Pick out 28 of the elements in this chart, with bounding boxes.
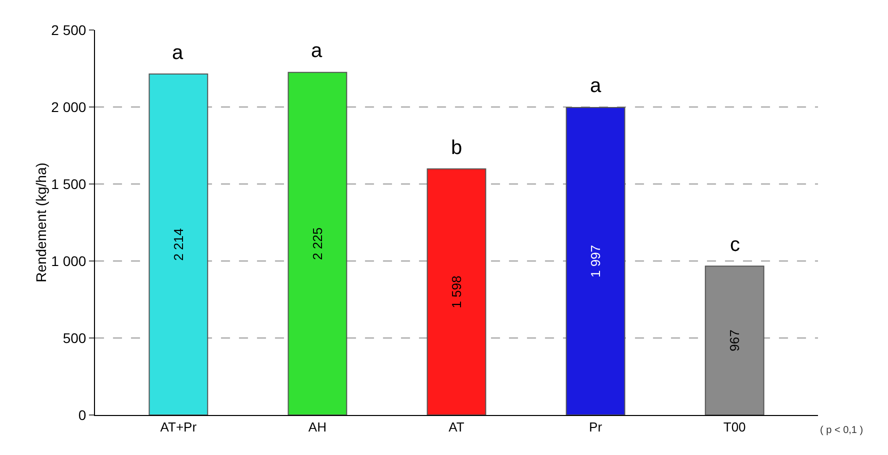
data-label: 2 214 — [170, 228, 186, 261]
bar — [148, 74, 208, 415]
y-tick-label: 1 000 — [51, 252, 86, 269]
y-tick-label: 2 000 — [51, 98, 86, 115]
data-label: 1 598 — [449, 276, 464, 308]
x-tick-label: AT+Pr — [160, 420, 198, 435]
bar — [288, 72, 348, 415]
data-label: 1 997 — [588, 244, 604, 278]
y-axis-title: Rendement (kg/ha) — [33, 162, 50, 282]
x-tick-label: AT — [448, 420, 464, 435]
x-tick-label: Pr — [589, 420, 603, 435]
data-label: 2 225 — [310, 227, 325, 260]
x-tick-label: AH — [308, 420, 326, 435]
data-label: 967 — [727, 330, 742, 352]
y-tick-label: 2 500 — [51, 22, 86, 38]
annotation: a — [311, 40, 323, 62]
bar — [566, 106, 626, 415]
annotation: a — [590, 75, 602, 97]
text: ( p < 0,1 ) — [820, 425, 864, 436]
y-tick-label: 1 500 — [51, 176, 86, 192]
annotation: c — [730, 234, 740, 256]
annotation: b — [451, 137, 462, 159]
annotation: a — [172, 42, 184, 64]
bar — [704, 266, 764, 415]
y-tick-label: 0 — [78, 406, 86, 423]
bar — [426, 168, 486, 415]
y-tick-label: 500 — [62, 330, 86, 346]
x-tick-label: T00 — [723, 420, 746, 435]
